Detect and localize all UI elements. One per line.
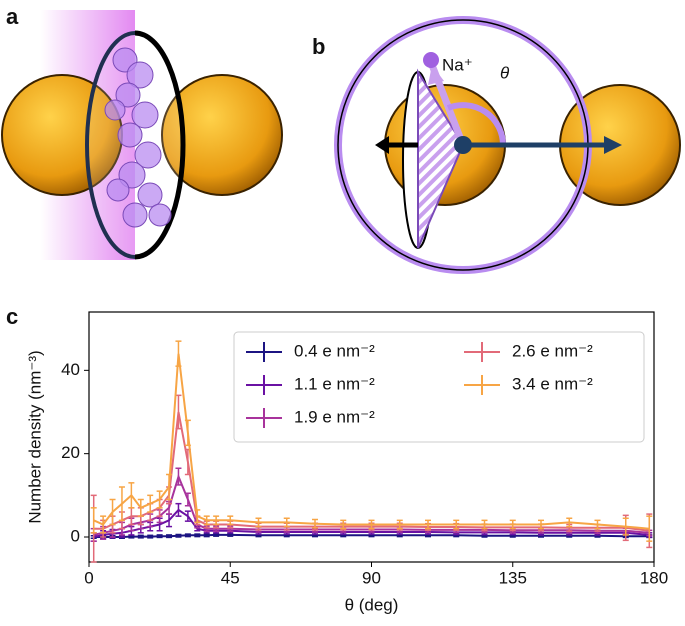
legend-label: 3.4 e nm⁻² <box>512 374 593 393</box>
series-line <box>93 473 650 536</box>
panel-label: a <box>6 4 19 29</box>
legend: 0.4 e nm⁻² 1.1 e nm⁻² 1.9 e nm⁻² 2.6 e nm⁻²… <box>233 331 645 443</box>
x-tick-label: 0 <box>84 568 93 587</box>
y-axis-label: Number density (nm⁻³) <box>25 350 44 523</box>
legend-label: 1.1 e nm⁻² <box>294 374 375 393</box>
chart: 0 20 40 0 45 90 135 180 θ (deg) Number density (n… <box>25 311 668 614</box>
x-tick-label: 45 <box>221 568 240 587</box>
x-tick-label: 135 <box>499 568 527 587</box>
annotation: θ <box>500 63 510 82</box>
legend-label: 2.6 e nm⁻² <box>512 341 593 360</box>
y-tick-label: 20 <box>61 443 80 462</box>
x-tick-label: 180 <box>640 568 668 587</box>
legend-label: 0.4 e nm⁻² <box>294 341 375 360</box>
y-tick-label: 0 <box>71 526 80 545</box>
y-tick-label: 40 <box>61 360 80 379</box>
x-axis-label: θ (deg) <box>345 595 399 614</box>
legend-label: 1.9 e nm⁻² <box>294 407 375 426</box>
x-tick-label: 90 <box>362 568 381 587</box>
panel-b-illustration <box>334 16 681 274</box>
legend-frame <box>233 331 645 443</box>
panel-label: b <box>312 34 325 59</box>
series-line <box>93 353 650 530</box>
panel-label: c <box>6 304 18 329</box>
panel-a-illustration <box>1 10 283 260</box>
annotation: Na⁺ <box>442 55 473 74</box>
series-line <box>93 533 650 538</box>
